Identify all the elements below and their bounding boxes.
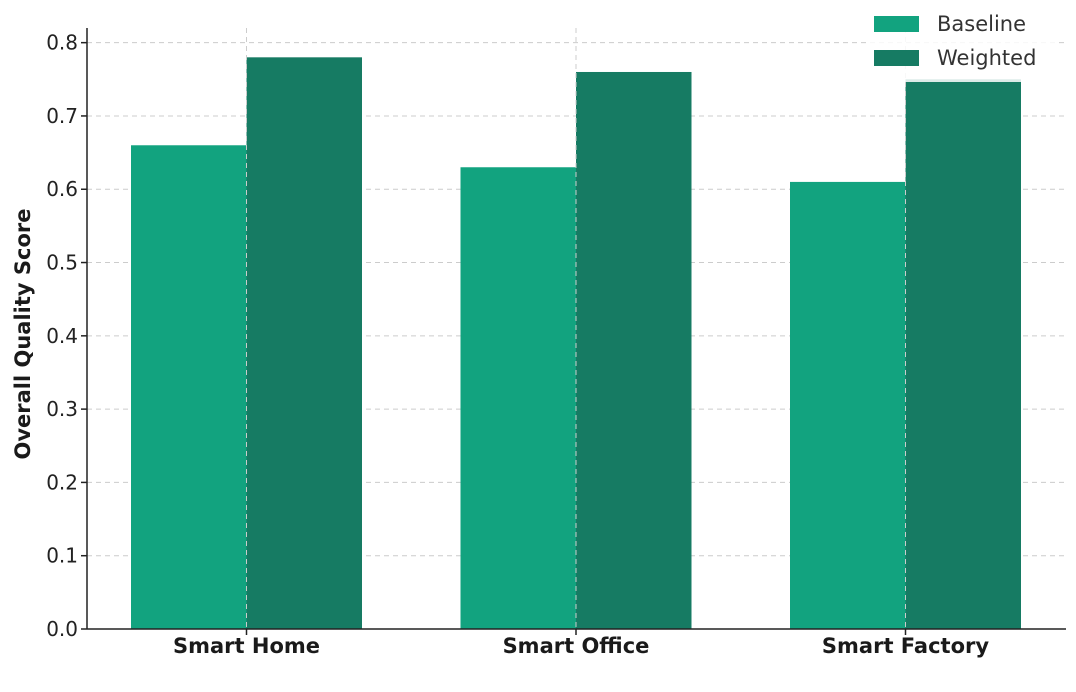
legend-label-weighted: Weighted bbox=[937, 46, 1036, 70]
y-tick-label: 0.0 bbox=[46, 617, 78, 641]
bar-weighted-smart-factory bbox=[905, 79, 1021, 630]
legend-swatch-weighted bbox=[874, 50, 919, 66]
legend-swatch-baseline bbox=[874, 16, 919, 32]
bar-baseline-smart-home bbox=[131, 145, 247, 629]
bar-baseline-smart-office bbox=[460, 167, 576, 629]
x-tick-label: Smart Home bbox=[173, 634, 320, 658]
y-axis-title: Overall Quality Score bbox=[11, 208, 35, 459]
legend-label-baseline: Baseline bbox=[937, 12, 1026, 36]
y-tick-label: 0.4 bbox=[46, 324, 78, 348]
y-tick-label: 0.5 bbox=[46, 251, 78, 275]
x-tick-label: Smart Factory bbox=[822, 634, 989, 658]
legend: Baseline Weighted bbox=[868, 4, 1056, 82]
bar-baseline-smart-factory bbox=[790, 181, 906, 630]
bar-weighted-smart-home bbox=[246, 57, 362, 629]
y-tick-label: 0.8 bbox=[46, 31, 78, 55]
y-tick-label: 0.2 bbox=[46, 470, 78, 494]
x-tick-label: Smart Office bbox=[503, 634, 650, 658]
bar-weighted-smart-office bbox=[576, 71, 692, 630]
y-tick-label: 0.7 bbox=[46, 104, 78, 128]
y-ticks-layer: 0.0 0.1 0.2 0.3 0.4 0.5 0.6 0.7 0.8 bbox=[46, 31, 87, 641]
y-tick-label: 0.1 bbox=[46, 544, 78, 568]
vertical-grid-layer bbox=[246, 28, 906, 629]
bars-layer bbox=[131, 57, 1021, 630]
x-labels-layer: Smart Home Smart Office Smart Factory bbox=[173, 629, 989, 658]
y-tick-label: 0.3 bbox=[46, 397, 78, 421]
y-tick-label: 0.6 bbox=[46, 177, 78, 201]
